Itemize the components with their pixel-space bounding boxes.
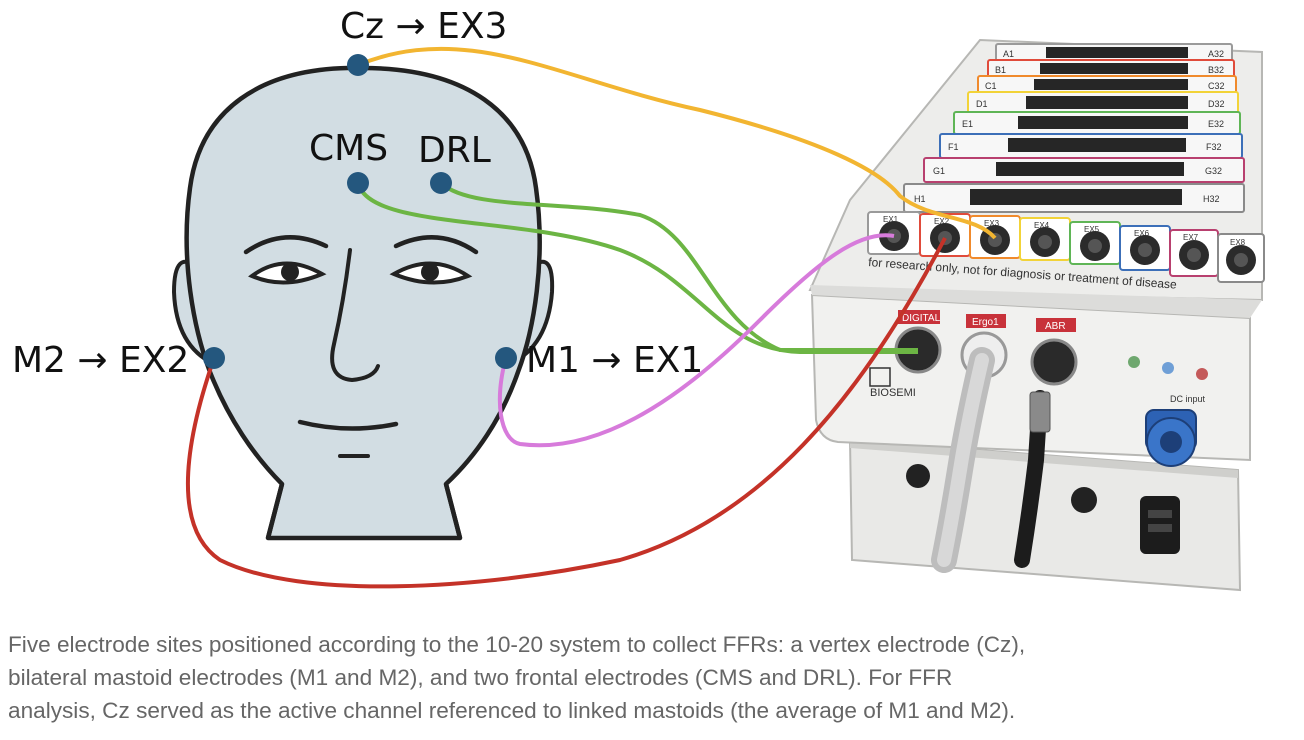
ex-port-label: EX5 — [1084, 225, 1100, 234]
connector-row-c: C1 C32 — [977, 75, 1237, 95]
drl-wire — [439, 181, 918, 352]
abr-cable — [1014, 390, 1048, 568]
row-label-right: C32 — [1208, 81, 1225, 91]
led-blue — [1162, 362, 1174, 374]
device-front-panel: DIGITAL Ergo1 ABR BIOSEMI DC input — [869, 310, 1208, 573]
left-eyebrow — [243, 235, 329, 255]
mouth — [297, 419, 399, 431]
dc-input-label: DC input — [1170, 394, 1206, 404]
row-label-left: D1 — [976, 99, 988, 109]
right-eyebrow — [393, 235, 479, 255]
row-label-right: H32 — [1203, 194, 1220, 204]
connector-row-f: F1 F32 — [939, 133, 1243, 159]
m2-wire — [186, 237, 947, 589]
cz-wire — [357, 46, 997, 240]
brand-logo: BIOSEMI — [870, 387, 916, 399]
electrode-labels: Cz → EX3 CMS DRL M2 → EX2 M1 → EX1 — [12, 6, 703, 381]
led-green — [1128, 356, 1140, 368]
ex-port-label: EX3 — [984, 219, 1000, 228]
ex-socket-8[interactable]: EX8 — [1217, 233, 1265, 283]
electrode-cms[interactable] — [347, 172, 369, 194]
ex-port-label: EX8 — [1230, 238, 1246, 247]
m1-wire — [497, 233, 895, 448]
electrode-drl[interactable] — [430, 172, 452, 194]
person-icon — [869, 367, 891, 387]
caption-line: analysis, Cz served as the active channe… — [8, 698, 1016, 723]
label-drl: DRL — [418, 130, 491, 171]
connector-row-h: H1 H32 — [903, 183, 1245, 213]
ex-port-label: EX4 — [1034, 221, 1050, 230]
row-label-left: E1 — [962, 119, 973, 129]
front-label-digital: DIGITAL — [902, 313, 941, 324]
connector-rows: A1 A32 B1 B32 C1 C32 D1 D32 E1 E32 F1 F3… — [903, 43, 1245, 213]
caption-line: Five electrode sites positioned accordin… — [8, 632, 1026, 657]
ex-socket-1[interactable]: EX1 — [867, 211, 921, 255]
row-label-left: B1 — [995, 65, 1006, 75]
row-label-left: A1 — [1003, 49, 1014, 59]
ex-socket-5[interactable]: EX5 — [1069, 221, 1121, 265]
lower-jack-left — [906, 464, 930, 488]
electrodes — [203, 54, 517, 369]
label-cms: CMS — [309, 128, 388, 169]
row-label-right: B32 — [1208, 65, 1224, 75]
row-label-right: F32 — [1206, 142, 1222, 152]
ex-sockets: EX1 EX2 EX3 EX4 EX5 EX6 EX7 EX8 — [867, 211, 1265, 283]
row-label-right: E32 — [1208, 119, 1224, 129]
ex-port-label: EX7 — [1183, 233, 1199, 242]
row-label-right: D32 — [1208, 99, 1225, 109]
ex-socket-7[interactable]: EX7 — [1169, 229, 1219, 277]
electrode-diagram: A1 A32 B1 B32 C1 C32 D1 D32 E1 E32 F1 F3… — [12, 6, 1265, 592]
connector-row-d: D1 D32 — [967, 91, 1239, 115]
row-label-left: F1 — [948, 142, 959, 152]
connector-row-g: G1 G32 — [923, 157, 1245, 183]
connector-row-e: E1 E32 — [953, 111, 1241, 135]
electrode-wires — [186, 46, 997, 589]
row-label-left: C1 — [985, 81, 997, 91]
abr-connector[interactable] — [1030, 338, 1078, 386]
row-label-left: H1 — [914, 194, 926, 204]
led-red — [1196, 368, 1208, 380]
electrode-cz[interactable] — [347, 54, 369, 76]
front-label-abr: ABR — [1045, 321, 1066, 332]
row-label-right: G32 — [1205, 166, 1222, 176]
figure-caption: Five electrode sites positioned accordin… — [8, 628, 1300, 727]
row-label-right: A32 — [1208, 49, 1224, 59]
caption-line: bilateral mastoid electrodes (M1 and M2)… — [8, 665, 953, 690]
row-label-left: G1 — [933, 166, 945, 176]
electrode-m2[interactable] — [203, 347, 225, 369]
label-m1: M1 → EX1 — [526, 340, 703, 381]
front-label-ergo: Ergo1 — [972, 317, 999, 328]
ex-port-label: EX2 — [934, 217, 950, 226]
ex-port-label: EX6 — [1134, 229, 1150, 238]
ex-socket-4[interactable]: EX4 — [1019, 217, 1071, 261]
lower-jack-mid — [1071, 487, 1097, 513]
label-m2: M2 → EX2 — [12, 340, 189, 381]
electrode-m1[interactable] — [495, 347, 517, 369]
label-cz: Cz → EX3 — [340, 6, 507, 47]
nose — [330, 248, 380, 383]
ex-port-label: EX1 — [883, 215, 899, 224]
ex-socket-6[interactable]: EX6 — [1119, 225, 1171, 271]
